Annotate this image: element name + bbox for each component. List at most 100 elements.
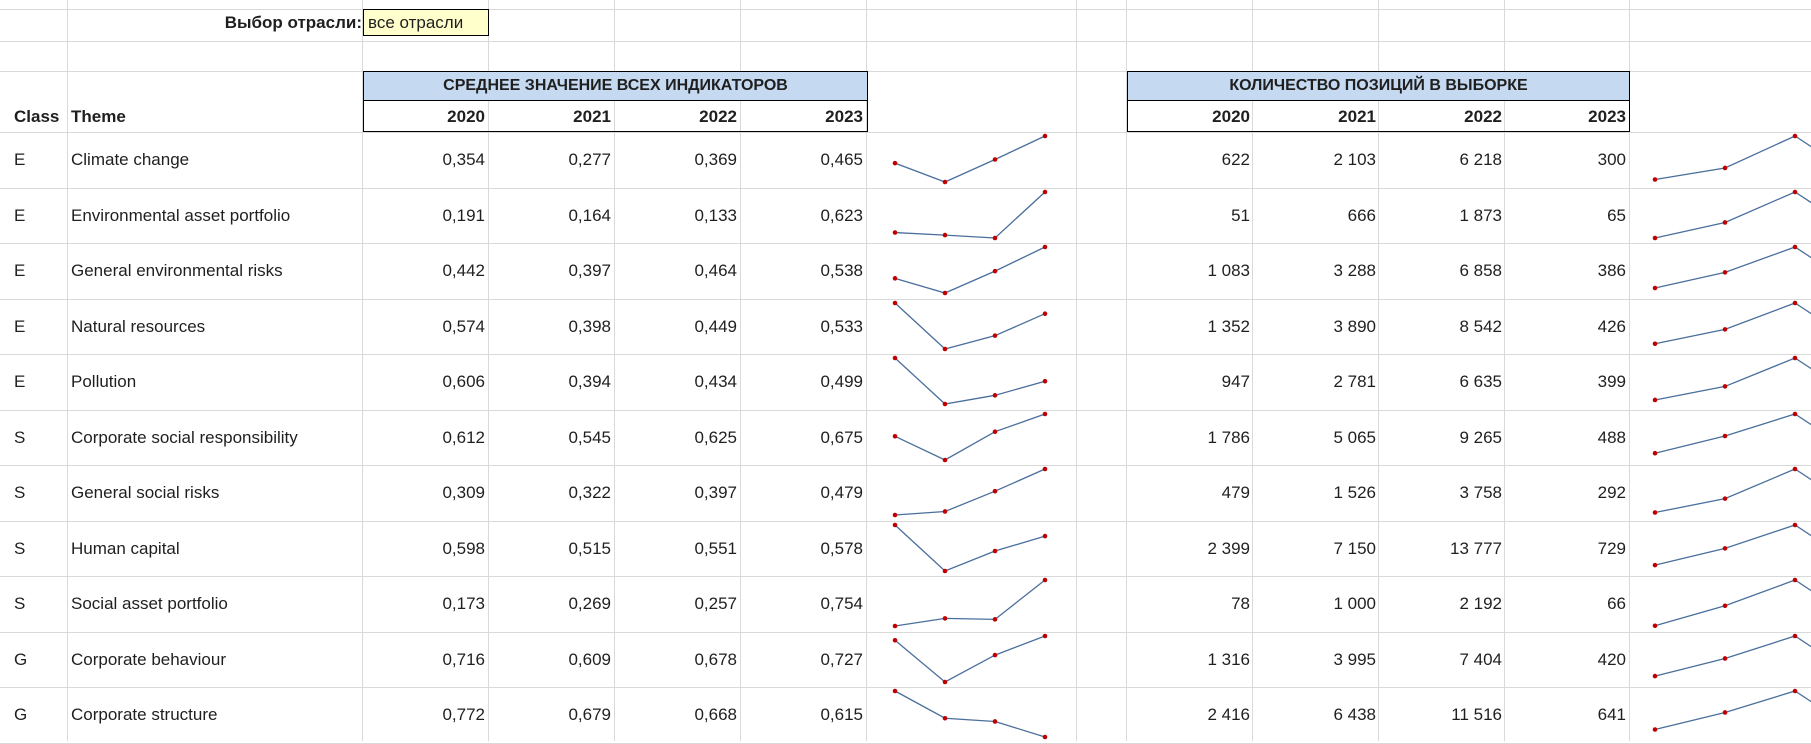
- avg-sparkline-point: [992, 393, 998, 398]
- count-sparkline-line: [1654, 468, 1811, 514]
- count-sparkline: [1640, 132, 1811, 188]
- avg-years-box: [363, 101, 868, 132]
- avg-value-cell: 0,269: [568, 594, 611, 613]
- count-value-cell: 7 150: [1333, 539, 1376, 558]
- industry-selector-cell[interactable]: все отрасли: [363, 9, 489, 36]
- count-value-cell: 666: [1347, 206, 1376, 225]
- avg-sparkline-point: [942, 679, 948, 685]
- class-cell: S: [14, 428, 26, 447]
- count-value-cell: 13 777: [1450, 539, 1502, 558]
- count-sparkline-point: [1722, 546, 1728, 551]
- avg-sparkline-point: [1042, 311, 1048, 317]
- class-cell: E: [14, 150, 26, 169]
- avg-sparkline-line: [894, 246, 1046, 294]
- avg-value-cell: 0,133: [694, 206, 737, 225]
- avg-sparkline-point: [992, 652, 998, 658]
- avg-sparkline-point: [1042, 466, 1048, 472]
- count-value-cell: 1 083: [1207, 261, 1250, 280]
- count-sparkline-point: [1792, 577, 1798, 583]
- count-value-cell: 11 516: [1451, 705, 1502, 724]
- count-value-cell: 66: [1607, 594, 1626, 613]
- avg-year-2020: 2020: [447, 107, 485, 126]
- count-sparkline: [1640, 632, 1811, 688]
- count-value-cell: 399: [1597, 372, 1626, 391]
- avg-value-cell: 0,538: [820, 261, 863, 280]
- count-sparkline-point: [1722, 656, 1728, 661]
- avg-value-cell: 0,533: [820, 317, 863, 336]
- avg-value-cell: 0,277: [568, 150, 611, 169]
- theme-cell: Corporate social responsibility: [71, 428, 298, 447]
- count-value-cell: 51: [1231, 206, 1250, 225]
- avg-value-cell: 0,309: [442, 483, 485, 502]
- count-value-cell: 488: [1597, 428, 1626, 447]
- theme-cell: Corporate structure: [71, 705, 218, 724]
- avg-sparkline-point: [892, 433, 898, 439]
- class-cell: E: [14, 372, 26, 391]
- avg-value-cell: 0,679: [568, 705, 611, 724]
- count-sparkline-point: [1792, 522, 1798, 528]
- avg-sparkline-line: [894, 635, 1046, 683]
- class-cell: G: [14, 650, 28, 669]
- count-value-cell: 1 873: [1459, 206, 1502, 225]
- count-sparkline: [1640, 687, 1811, 743]
- count-sparkline-point: [1792, 688, 1798, 694]
- count-sparkline-line: [1654, 635, 1811, 677]
- avg-sparkline-point: [942, 715, 948, 721]
- count-sparkline-point: [1652, 450, 1658, 456]
- class-cell: E: [14, 261, 26, 280]
- count-value-cell: 3 890: [1333, 317, 1376, 336]
- count-sparkline: [1640, 243, 1811, 299]
- count-sparkline-point: [1652, 341, 1658, 347]
- avg-sparkline-point: [892, 688, 898, 694]
- count-value-cell: 7 404: [1459, 650, 1502, 669]
- count-value-cell: 420: [1597, 650, 1626, 669]
- avg-value-cell: 0,449: [694, 317, 737, 336]
- avg-sparkline: [880, 132, 1070, 188]
- count-value-cell: 8 542: [1459, 317, 1502, 336]
- count-sparkline-point: [1722, 433, 1728, 439]
- avg-sparkline-point: [892, 276, 898, 281]
- avg-value-cell: 0,678: [694, 650, 737, 669]
- count-sparkline-point: [1652, 235, 1658, 241]
- count-value-cell: 6 635: [1459, 372, 1502, 391]
- theme-cell: Natural resources: [71, 317, 206, 336]
- count-value-cell: 6 218: [1459, 150, 1502, 169]
- avg-value-cell: 0,434: [694, 372, 737, 391]
- count-value-cell: 947: [1221, 372, 1250, 391]
- avg-sparkline-point: [942, 179, 948, 185]
- count-value-cell: 2 781: [1333, 372, 1376, 391]
- avg-value-cell: 0,442: [442, 261, 485, 280]
- avg-value-cell: 0,515: [568, 539, 611, 558]
- avg-sparkline-line: [894, 302, 1046, 350]
- count-value-cell: 3 758: [1459, 483, 1502, 502]
- theme-cell: Social asset portfolio: [71, 594, 228, 613]
- count-sparkline-line: [1654, 524, 1811, 566]
- count-value-cell: 6 858: [1459, 261, 1502, 280]
- count-sparkline-point: [1652, 623, 1658, 629]
- theme-cell: General environmental risks: [71, 261, 283, 280]
- class-column-header: Class: [14, 107, 60, 126]
- count-year-2023: 2023: [1588, 107, 1626, 126]
- avg-value-cell: 0,191: [442, 206, 485, 225]
- count-year-2021: 2021: [1338, 107, 1376, 126]
- count-sparkline-point: [1652, 562, 1658, 568]
- count-sparkline: [1640, 521, 1811, 577]
- avg-sparkline-point: [992, 429, 998, 434]
- avg-sparkline-line: [894, 135, 1046, 183]
- count-value-cell: 1 786: [1207, 428, 1250, 447]
- avg-sparkline: [880, 521, 1070, 577]
- count-value-cell: 65: [1607, 206, 1626, 225]
- count-sparkline-point: [1722, 496, 1728, 501]
- count-sparkline-point: [1792, 633, 1798, 639]
- class-cell: S: [14, 483, 26, 502]
- avg-value-cell: 0,354: [442, 150, 485, 169]
- theme-cell: Human capital: [71, 539, 180, 558]
- avg-value-cell: 0,173: [442, 594, 485, 613]
- avg-value-cell: 0,668: [694, 705, 737, 724]
- count-sparkline-point: [1722, 710, 1728, 715]
- avg-sparkline-point: [942, 290, 948, 296]
- avg-value-cell: 0,625: [694, 428, 737, 447]
- avg-sparkline-point: [892, 355, 898, 361]
- avg-value-cell: 0,394: [568, 372, 611, 391]
- avg-sparkline-point: [1042, 734, 1048, 740]
